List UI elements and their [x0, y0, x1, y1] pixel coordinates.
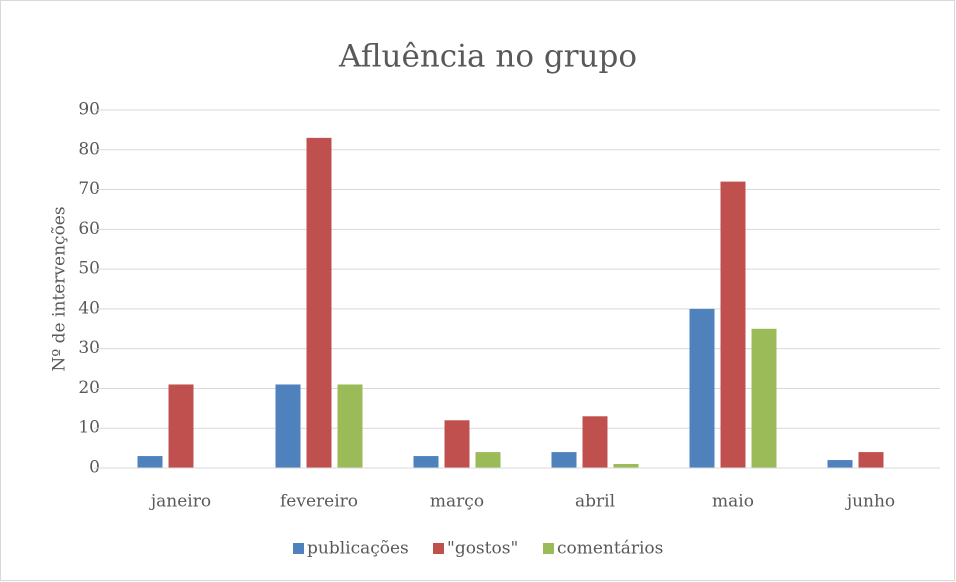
- bar: [337, 384, 363, 468]
- x-tick-label: abril: [575, 492, 615, 512]
- bar: [858, 452, 884, 468]
- bar: [444, 420, 470, 468]
- y-tick-label: 90: [78, 100, 100, 120]
- bar: [582, 416, 608, 468]
- bar: [306, 137, 332, 468]
- bar: [137, 456, 163, 468]
- y-tick-label: 30: [78, 338, 100, 358]
- y-tick-label: 40: [78, 298, 100, 318]
- legend-swatch: [293, 543, 304, 554]
- y-tick-label: 80: [78, 139, 100, 159]
- y-axis-label: Nº de intervenções: [50, 206, 70, 371]
- bar: [720, 181, 746, 468]
- y-tick-label: 70: [78, 179, 100, 199]
- chart-title: Afluência no grupo: [338, 39, 637, 75]
- bar: [613, 464, 639, 468]
- legend-label: comentários: [557, 539, 663, 559]
- x-tick-label: maio: [712, 492, 754, 512]
- legend-label: "gostos": [447, 539, 518, 559]
- x-tick-label: fevereiro: [280, 492, 358, 512]
- bar: [551, 452, 577, 468]
- legend-swatch: [543, 543, 554, 554]
- bar: [275, 384, 301, 468]
- bar: [168, 384, 194, 468]
- y-tick-label: 50: [78, 259, 100, 279]
- legend-swatch: [433, 543, 444, 554]
- x-tick-label: janeiro: [149, 492, 211, 512]
- y-tick-label: 20: [78, 378, 100, 398]
- bar: [751, 328, 777, 468]
- legend-label: publicações: [307, 539, 409, 559]
- y-tick-label: 10: [78, 418, 100, 438]
- bar: [689, 308, 715, 468]
- bar: [475, 452, 501, 468]
- bar: [827, 460, 853, 468]
- x-tick-label: março: [430, 492, 484, 512]
- y-tick-label: 60: [78, 219, 100, 239]
- bar: [413, 456, 439, 468]
- x-tick-label: junho: [845, 492, 895, 512]
